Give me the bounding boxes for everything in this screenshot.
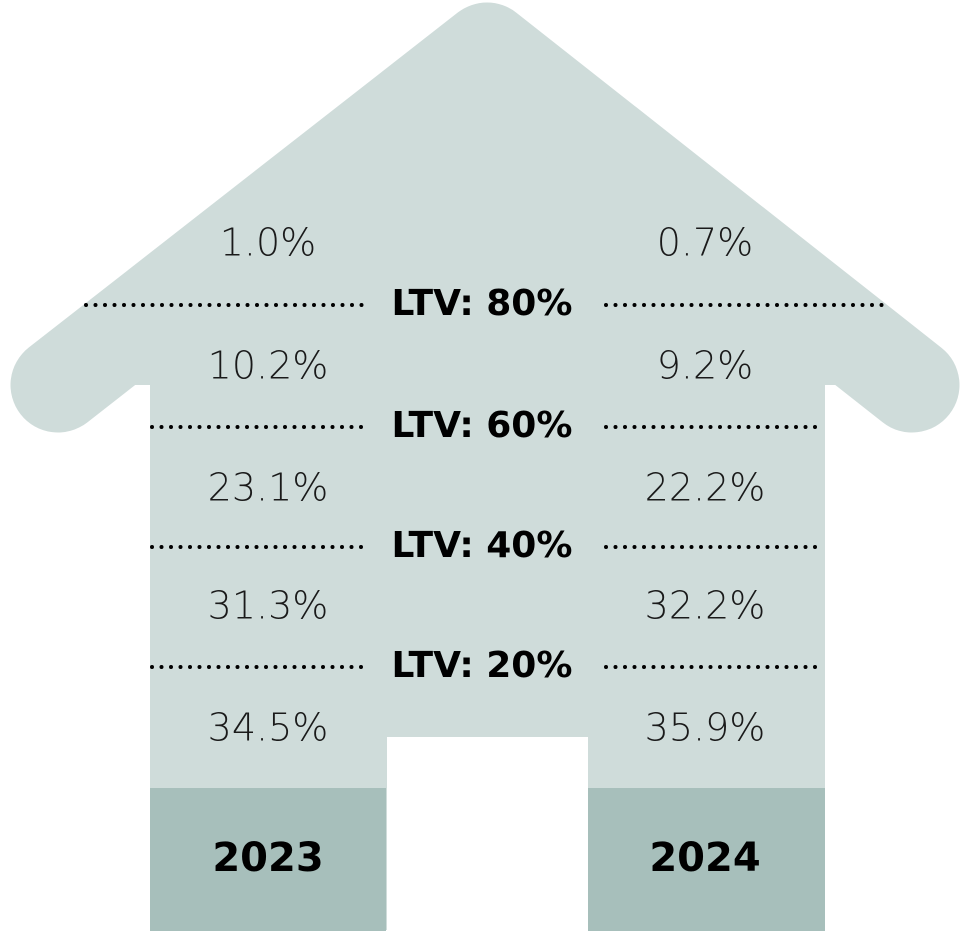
share-value: 32.2%: [645, 584, 766, 628]
year-label: 2024: [649, 835, 760, 881]
share-value: 35.9%: [645, 706, 766, 750]
house-shape: [10, 2, 960, 931]
ltv-label: LTV: 80%: [392, 283, 573, 324]
ltv-label: LTV: 20%: [392, 645, 573, 686]
year-label: 2023: [212, 835, 323, 881]
door: [387, 737, 588, 931]
share-value: 10.2%: [208, 344, 329, 388]
share-value: 34.5%: [208, 706, 329, 750]
share-value: 0.7%: [657, 221, 754, 265]
share-value: 23.1%: [208, 466, 329, 510]
roof: [10, 2, 960, 433]
year-box: [588, 788, 825, 931]
ltv-label: LTV: 40%: [392, 525, 573, 566]
share-value: 1.0%: [220, 221, 317, 265]
share-value: 31.3%: [208, 584, 329, 628]
year-box: [150, 788, 386, 931]
share-value: 9.2%: [657, 344, 754, 388]
share-value: 22.2%: [645, 466, 766, 510]
ltv-label: LTV: 60%: [392, 405, 573, 446]
